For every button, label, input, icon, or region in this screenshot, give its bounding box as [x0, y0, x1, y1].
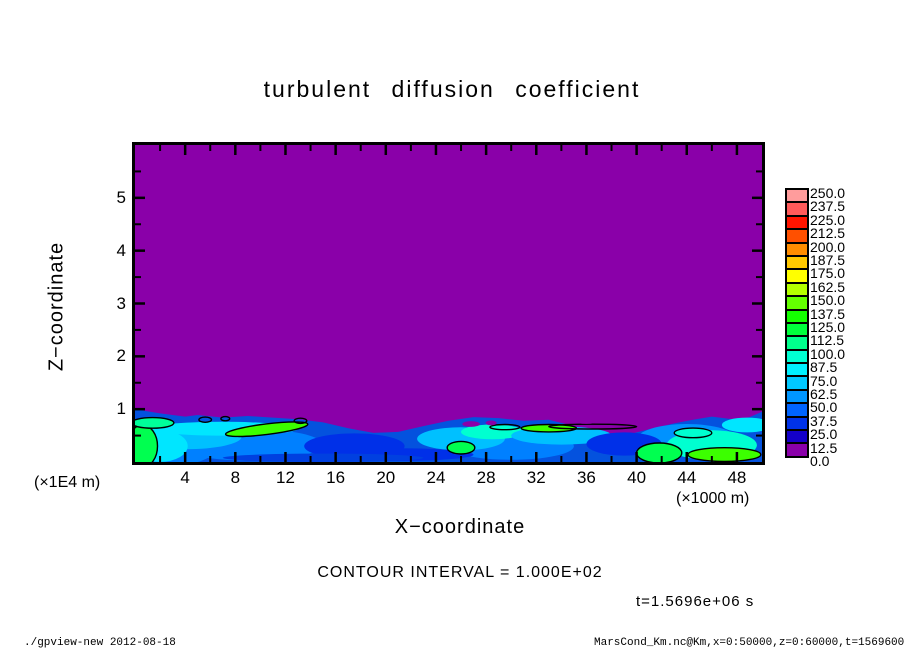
x-tick-label: 24 [426, 468, 446, 487]
z-axis-title: Z−coordinate [45, 241, 68, 372]
field-patch [461, 424, 524, 440]
colorbar-level-label: 0.0 [810, 453, 830, 469]
field-patch [485, 420, 497, 426]
field-patch [135, 416, 175, 429]
colorbar-level-label: 50.0 [810, 399, 838, 416]
x-tick-label: 40 [627, 468, 647, 487]
x-tick-label: 8 [230, 468, 241, 487]
contour-ring [220, 415, 231, 422]
colorbar-level-label: 250.0 [810, 185, 846, 201]
z-tick-label: 1 [116, 399, 126, 419]
colorbar-level-label: 137.5 [810, 305, 846, 322]
x-tick-label: 32 [526, 468, 546, 487]
contour-ring [548, 423, 638, 430]
colorbar-level-label: 187.5 [810, 252, 846, 268]
colorbar-level-label: 162.5 [810, 278, 846, 295]
colorbar-level-label: 100.0 [810, 345, 846, 362]
colorbar-level-label: 212.5 [810, 225, 846, 242]
field-patch [635, 442, 683, 462]
x-axis-title: X−coordinate [394, 516, 526, 538]
contour-ring [198, 416, 213, 424]
z-tick-label: 3 [116, 293, 126, 313]
colorbar-level-label: 25.0 [810, 426, 838, 443]
footer-file-info: MarsCond_Km.nc@Km,x=0:50000,z=0:60000,t=… [594, 637, 904, 649]
colorbar-level-label: 150.0 [810, 292, 846, 309]
x-tick-label: 48 [727, 468, 747, 487]
colorbar [785, 188, 809, 458]
plot-title: turbulent diffusion coefficient [263, 76, 641, 102]
field-patch [462, 421, 480, 427]
field-patch [687, 447, 762, 462]
colorbar-level-label: 112.5 [810, 332, 844, 349]
x-tick-label: 44 [677, 468, 697, 487]
heatmap-field [135, 145, 762, 462]
time-annotation: t=1.5696e+06 s [636, 593, 755, 610]
colorbar-level-label: 87.5 [810, 359, 838, 376]
colorbar-level-label: 237.5 [810, 198, 846, 215]
colorbar-level-label: 225.0 [810, 211, 846, 228]
x-tick-label: 4 [180, 468, 190, 487]
contour-ring [293, 417, 308, 425]
field-patch [446, 440, 476, 455]
contour-ring [489, 423, 521, 431]
colorbar-level-label: 37.5 [810, 412, 838, 429]
z-tick-label: 5 [116, 187, 126, 207]
contour-interval-label: CONTOUR INTERVAL = 1.000E+02 [317, 564, 603, 581]
x-tick-label: 12 [276, 468, 295, 487]
field-patch [224, 421, 309, 438]
colorbar-level-label: 75.0 [810, 372, 838, 389]
z-axis-unit-label: (×1E4 m) [34, 474, 101, 491]
colorbar-level-label: 12.5 [810, 439, 838, 456]
field-patch [222, 453, 424, 462]
colorbar-level-label: 125.0 [810, 319, 846, 335]
x-tick-label: 16 [326, 468, 346, 487]
field-patch [673, 427, 713, 439]
z-tick-label: 4 [116, 240, 126, 260]
footer-command-date: ./gpview-new 2012-08-18 [24, 637, 176, 649]
colorbar-cell [785, 442, 809, 458]
colorbar-level-label: 175.0 [810, 265, 846, 282]
colorbar-level-label: 62.5 [810, 386, 838, 402]
field-patch [721, 417, 762, 433]
z-tick-label: 2 [116, 346, 126, 366]
x-tick-label: 20 [376, 468, 396, 487]
x-tick-label: 36 [576, 468, 596, 487]
x-axis-unit-label: (×1000 m) [676, 490, 750, 507]
plot-area [132, 142, 765, 465]
colorbar-level-label: 200.0 [810, 238, 846, 255]
field-patch [575, 418, 598, 424]
x-tick-label: 28 [476, 468, 496, 487]
